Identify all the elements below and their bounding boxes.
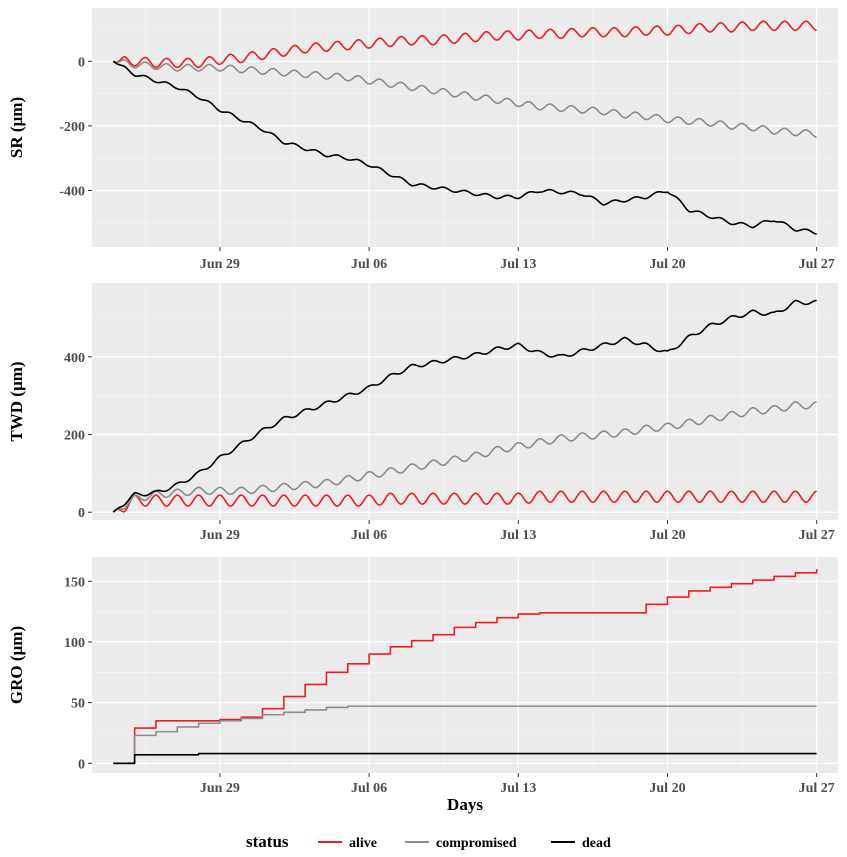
panel-gro: Jun 29 Jul 06 Jul 13 Jul 20 Jul 27 0 50 100 150 G… [7,557,838,814]
y-tick-label: 0 [78,55,85,70]
series-line-compromised [113,705,817,765]
x-tick-label: Jul 06 [351,781,387,796]
legend-label-dead: dead [582,836,611,851]
x-tick-label: Jul 06 [351,528,387,543]
panel-background [92,283,838,520]
x-tick-label: Jul 27 [799,257,835,272]
x-axis-title: Days [447,795,483,814]
series-line-alive [113,20,817,69]
y-axis-title: GRO (µm) [7,626,26,704]
x-tick-label: Jun 29 [200,781,240,796]
panel-background [92,8,838,247]
y-tick-label: 100 [64,636,85,651]
legend-label-alive: alive [349,836,377,851]
y-tick-label: 0 [78,757,85,772]
y-tick-label: 0 [78,506,85,521]
y-tick-label: -400 [59,184,85,199]
legend: status alive compromised dead [246,832,611,851]
panel-twd: Jun 29 Jul 06 Jul 13 Jul 20 Jul 27 0 200 400 TWD… [7,283,838,543]
y-tick-label: 150 [64,575,85,590]
x-tick-label: Jul 27 [799,781,835,796]
legend-title: status [246,832,289,851]
legend-label-compromised: compromised [436,836,517,851]
y-axis-title: SR (µm) [7,97,26,158]
x-tick-label: Jul 13 [500,257,536,272]
x-tick-label: Jul 20 [649,257,685,272]
x-tick-label: Jul 06 [351,257,387,272]
y-tick-label: 200 [64,429,85,444]
series-line-alive [112,490,817,513]
series-line-dead [113,752,817,765]
x-tick-label: Jul 20 [649,528,685,543]
y-axis-title: TWD (µm) [7,361,26,441]
series-line-compromised [112,401,817,513]
panel-background [92,557,838,773]
x-tick-label: Jul 13 [500,528,536,543]
x-tick-label: Jul 27 [799,528,835,543]
x-tick-label: Jul 13 [500,781,536,796]
y-tick-label: 400 [64,351,85,366]
series-line-dead [112,60,817,235]
series-line-compromised [112,58,817,138]
series-line-dead [112,299,817,513]
series-line-alive [113,569,818,765]
y-tick-label: -200 [59,120,85,135]
panel-sr: Jun 29 Jul 06 Jul 13 Jul 20 Jul 27 -400 -200 0 S… [7,8,838,272]
x-tick-label: Jun 29 [200,257,240,272]
x-tick-label: Jun 29 [200,528,240,543]
y-tick-label: 50 [71,697,85,712]
x-tick-label: Jul 20 [649,781,685,796]
